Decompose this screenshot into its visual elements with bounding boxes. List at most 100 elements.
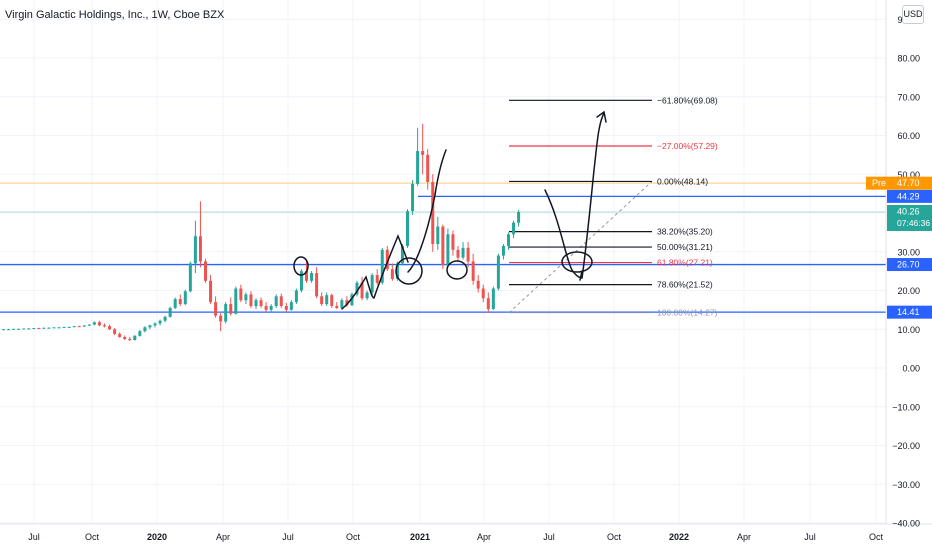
candle-body [259,300,263,306]
candle-body [204,261,207,281]
candle-body [501,245,505,256]
x-tick-label: Oct [869,532,884,542]
candle-body [239,288,243,301]
candle-body [400,245,404,264]
y-tick-label: 70.00 [897,92,920,102]
fib-level-label: 61.80%(27.21) [657,258,713,268]
candle-body [345,300,349,306]
y-tick-label: 0.00 [902,364,920,374]
price-tag-label: 40.26 [897,206,920,216]
candle-body [32,328,36,330]
candle-body [365,292,369,299]
candle-body [219,315,223,322]
candle-body [163,316,167,321]
candle-body [294,290,298,303]
candle-body [274,296,278,306]
drawn-curve-1 [341,234,409,310]
y-tick-label: 80.00 [897,54,920,64]
y-tick-label: 30.00 [897,247,920,257]
candle-body [436,226,440,244]
candle-body [77,326,81,328]
candle-body [22,328,26,330]
candle-body [406,211,409,246]
drawn-curve-3 [544,112,605,279]
drawn-circle-2 [395,257,423,285]
candle-body [87,324,91,326]
fibonacci-extension[interactable]: −61.80%(69.08) −27.00%(57.29) 0.00%(48.14)… [508,95,718,318]
y-tick-label: −20.00 [892,441,920,451]
candle-body [481,288,485,299]
candle-body [193,236,197,264]
candle-body [269,306,273,310]
fib-level-label: 38.20%(35.20) [657,227,713,237]
candle-body [411,183,415,212]
x-tick-label: Oct [607,532,622,542]
candle-body [340,300,344,308]
x-tick-label: Oct [85,532,100,542]
candle-body [209,280,213,303]
candle-body [370,275,374,293]
price-tag-label: 26.70 [897,260,920,270]
candle-body [17,328,21,330]
candle-body [97,322,101,326]
y-tick-label: 50.00 [897,170,920,180]
y-tick-label: −30.00 [892,480,920,490]
x-tick-label: 2021 [410,532,430,542]
candle-body [173,299,177,308]
candle-body [335,306,339,308]
candle-body [355,282,359,295]
candle-body [198,236,202,262]
price-tag-label: 47.70 [897,178,920,188]
candle-body [517,211,521,223]
candle-body [310,273,314,281]
candles [2,123,521,341]
candle-body [118,333,122,337]
y-tick-label: 10.00 [897,325,920,335]
drawn-curve-2 [407,149,447,273]
candle-body [431,182,435,244]
candle-body [92,322,96,325]
x-tick-label: 2022 [669,532,689,542]
candle-body [244,294,248,301]
drawn-circle-3 [446,260,468,280]
fib-level-label: 100.00%(14.27) [657,308,718,318]
candle-body [254,300,258,306]
y-tick-label: 20.00 [897,286,920,296]
candle-body [315,273,319,297]
hand-drawings[interactable] [293,110,607,310]
candle-body [183,291,187,305]
x-tick-label: Jul [282,532,294,542]
candle-body [72,326,76,328]
candle-body [289,302,293,310]
y-tick-label: −10.00 [892,402,920,412]
currency-button[interactable]: USD [902,5,924,24]
candle-body [466,247,470,262]
drawn-circle-4 [561,251,593,273]
y-tick-label: 60.00 [897,131,920,141]
drawn-circle-1 [293,256,309,276]
candle-body [67,326,71,328]
candle-body [188,263,192,292]
candle-body [380,249,384,283]
fib-level-label: 50.00%(31.21) [657,242,713,252]
x-tick-label: 2020 [147,532,167,542]
candle-body [123,337,127,339]
candle-body [52,327,56,329]
candle-body [37,328,41,330]
candle-body [133,335,137,341]
candle-body [214,302,218,316]
candle-body [113,329,117,334]
price-axis-bg [886,0,932,550]
candle-body [148,325,152,328]
candle-body [416,151,420,184]
price-tag-label: 14.41 [897,307,920,317]
y-tick-label: −40.00 [892,519,920,529]
candle-body [264,306,268,310]
candle-body [320,296,324,305]
candle-body [82,325,86,327]
chart-title: Virgin Galactic Holdings, Inc., 1W, Cboe… [5,9,225,21]
price-tag-bg [887,258,932,272]
x-tick-label: Jul [804,532,816,542]
candle-body [375,275,379,283]
